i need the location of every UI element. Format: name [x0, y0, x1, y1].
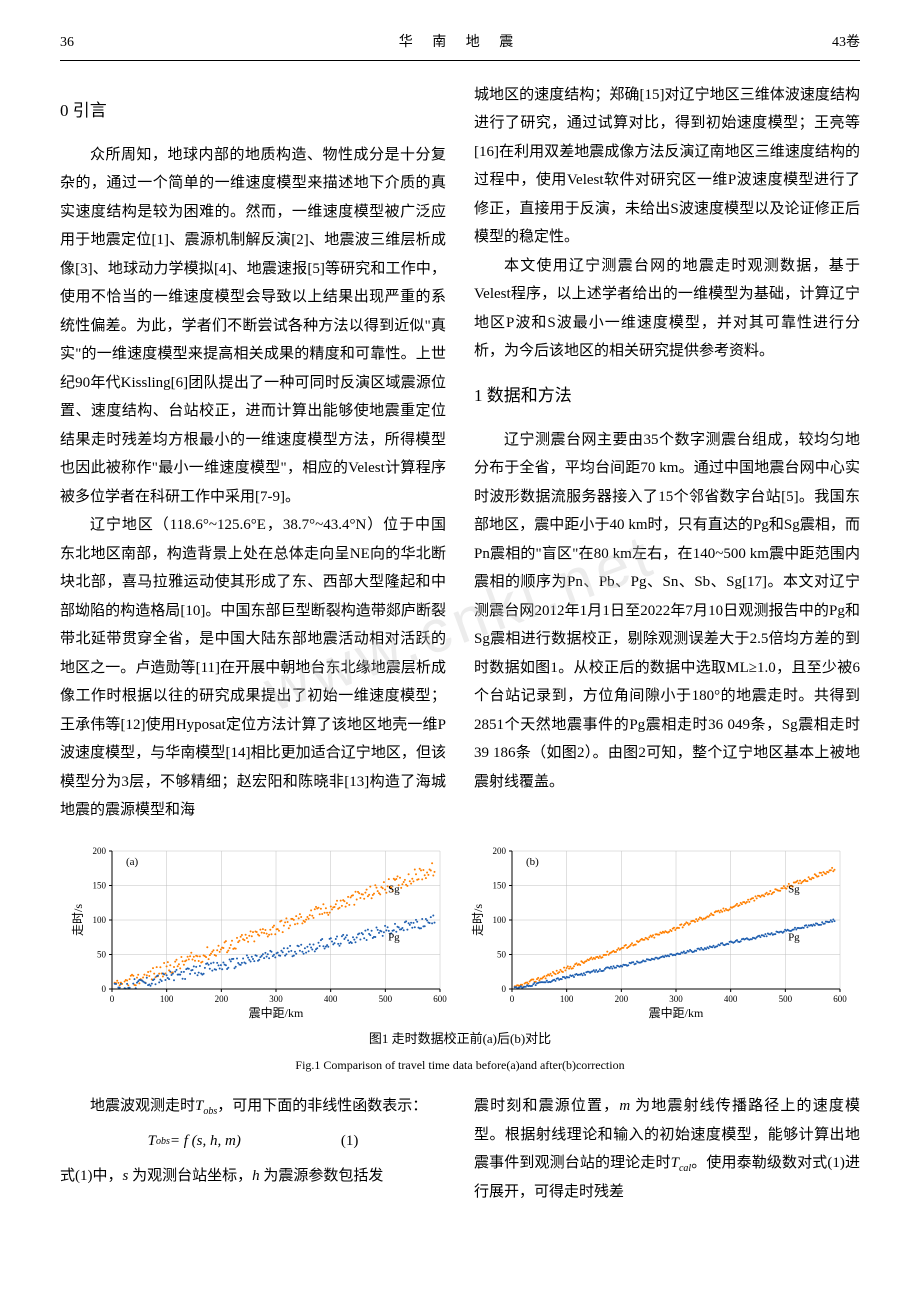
- svg-text:200: 200: [93, 846, 107, 856]
- figure-caption-cn: 图1 走时数据校正前(a)后(b)对比: [60, 1027, 860, 1052]
- text-span: 为震源参数包括发: [263, 1168, 383, 1184]
- figure-1: SgPg0100200300400500600050100150200(a)震中…: [60, 841, 860, 1021]
- svg-text:100: 100: [160, 994, 174, 1004]
- svg-text:200: 200: [215, 994, 229, 1004]
- svg-text:0: 0: [510, 994, 515, 1004]
- section-number: 0: [60, 101, 69, 120]
- svg-text:50: 50: [97, 949, 107, 959]
- svg-text:50: 50: [497, 949, 507, 959]
- page-header: 36 华 南 地 震 43卷: [60, 30, 860, 61]
- svg-text:震中距/km: 震中距/km: [249, 1005, 304, 1020]
- svg-text:300: 300: [269, 994, 283, 1004]
- var-m: m: [619, 1098, 630, 1114]
- svg-text:200: 200: [493, 846, 507, 856]
- svg-text:150: 150: [93, 880, 107, 890]
- text-span: 式(1)中，: [60, 1168, 123, 1184]
- svg-text:0: 0: [110, 994, 115, 1004]
- paragraph-7: 式(1)中，s 为观测台站坐标，h 为震源参数包括发: [60, 1162, 446, 1191]
- paragraph-4: 本文使用辽宁测震台网的地震走时观测数据，基于Velest程序，以上述学者给出的一…: [474, 252, 860, 366]
- section-title-text: 数据和方法: [487, 386, 572, 405]
- svg-text:走时/s: 走时/s: [71, 904, 85, 936]
- svg-text:400: 400: [324, 994, 338, 1004]
- chart-b: Sg Pg 0 100 200 300 400 500 600 0 50 100 150 200 (b) 震中…: [470, 841, 850, 1021]
- var-T: T: [671, 1155, 679, 1171]
- svg-text:0: 0: [502, 984, 507, 994]
- eq-lhs-var: T: [148, 1127, 156, 1156]
- svg-text:500: 500: [379, 994, 393, 1004]
- paragraph-6: 地震波观测走时Tobs，可用下面的非线性函数表示：: [60, 1092, 446, 1121]
- svg-text:0: 0: [102, 984, 107, 994]
- eq-lhs-sub: obs: [156, 1132, 170, 1151]
- svg-text:150: 150: [493, 880, 507, 890]
- svg-text:600: 600: [433, 994, 447, 1004]
- eq-number: (1): [341, 1127, 359, 1156]
- svg-text:300: 300: [669, 994, 683, 1004]
- svg-text:100: 100: [493, 915, 507, 925]
- journal-title: 华 南 地 震: [140, 30, 780, 57]
- svg-text:100: 100: [560, 994, 574, 1004]
- paragraph-1: 众所周知，地球内部的地质构造、物性成分是十分复杂的，通过一个简单的一维速度模型来…: [60, 141, 446, 512]
- paragraph-3: 城地区的速度结构；郑确[15]对辽宁地区三维体波速度结构进行了研究，通过试算对比…: [474, 81, 860, 252]
- volume-label: 43卷: [780, 30, 860, 57]
- equation-1: Tobs = f (s, h, m) (1): [60, 1127, 446, 1156]
- section-title-text: 引言: [73, 101, 107, 120]
- bottom-text-columns: 地震波观测走时Tobs，可用下面的非线性函数表示： Tobs = f (s, h…: [60, 1092, 860, 1207]
- svg-text:震中距/km: 震中距/km: [649, 1005, 704, 1020]
- svg-text:200: 200: [615, 994, 629, 1004]
- paragraph-2: 辽宁地区（118.6°~125.6°E，38.7°~43.4°N）位于中国东北地…: [60, 511, 446, 825]
- text-span: 震时刻和震源位置，: [474, 1098, 619, 1114]
- section-0-heading: 0 引言: [60, 95, 446, 127]
- svg-text:Pg: Pg: [388, 932, 400, 944]
- svg-text:600: 600: [833, 994, 847, 1004]
- svg-text:Sg: Sg: [388, 883, 400, 895]
- var-h: h: [252, 1168, 260, 1184]
- page-number: 36: [60, 30, 140, 57]
- svg-text:500: 500: [779, 994, 793, 1004]
- svg-text:(a): (a): [126, 856, 139, 868]
- svg-text:Pg: Pg: [788, 932, 800, 944]
- figure-caption-en: Fig.1 Comparison of travel time data bef…: [60, 1054, 860, 1077]
- section-number: 1: [474, 386, 483, 405]
- svg-text:400: 400: [724, 994, 738, 1004]
- var-s: s: [123, 1168, 129, 1184]
- text-span: 为观测台站坐标，: [132, 1168, 252, 1184]
- svg-text:100: 100: [93, 915, 107, 925]
- svg-text:Sg: Sg: [788, 883, 800, 895]
- main-text-columns: 0 引言 众所周知，地球内部的地质构造、物性成分是十分复杂的，通过一个简单的一维…: [60, 81, 860, 825]
- text-span: 地震波观测走时: [90, 1098, 195, 1114]
- var-sub-obs: obs: [203, 1106, 217, 1117]
- paragraph-5: 辽宁测震台网主要由35个数字测震台组成，较均匀地分布于全省，平均台间距70 km…: [474, 426, 860, 797]
- section-1-heading: 1 数据和方法: [474, 380, 860, 412]
- svg-text:走时/s: 走时/s: [471, 904, 485, 936]
- text-span: ，可用下面的非线性函数表示：: [217, 1098, 427, 1114]
- paragraph-8: 震时刻和震源位置，m 为地震射线传播路径上的速度模型。根据射线理论和输入的初始速…: [474, 1092, 860, 1207]
- var-sub-cal: cal: [679, 1163, 691, 1174]
- eq-body: = f (s, h, m): [170, 1127, 241, 1156]
- svg-text:(b): (b): [526, 856, 539, 868]
- chart-a: Sg Pg 0 100 200 300 400 500 600 0 50 100 150 200 (a) 震中…: [70, 841, 450, 1021]
